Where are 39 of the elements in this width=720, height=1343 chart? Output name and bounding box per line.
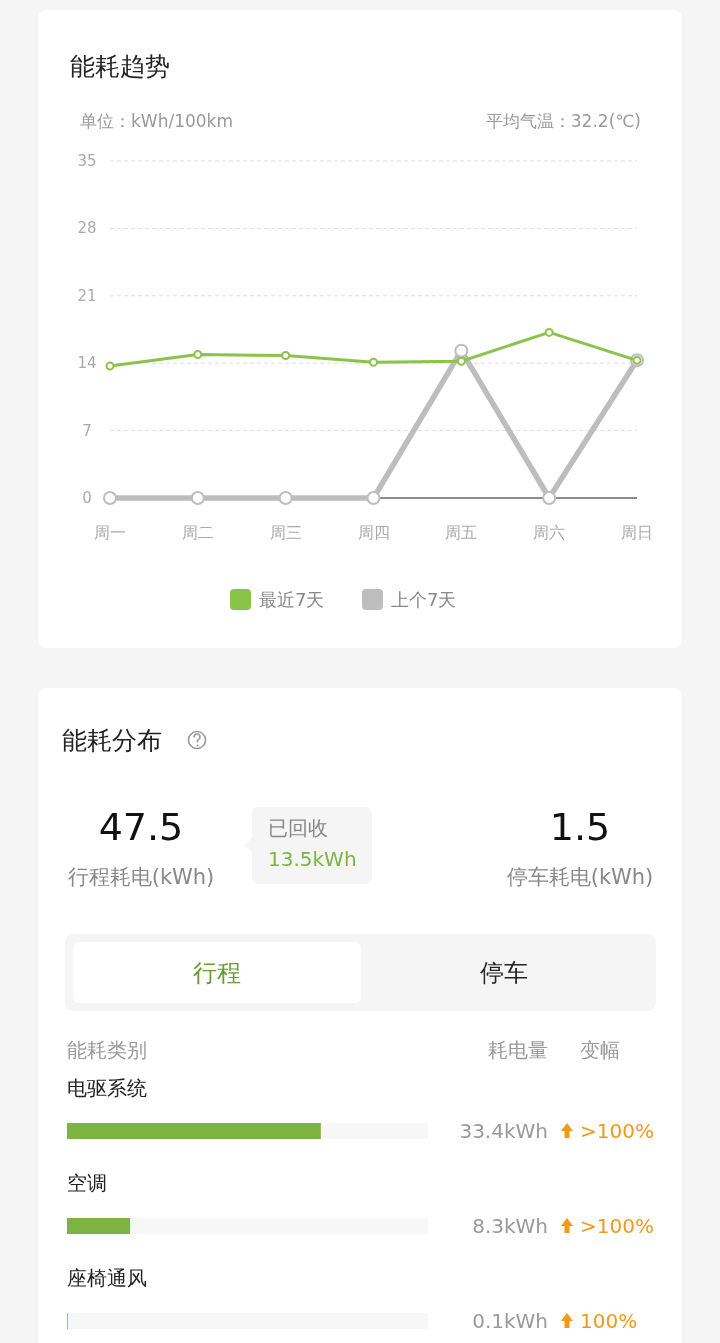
y-tick-label: 座椅通风 — [67, 1266, 147, 1290]
x-tick-label: 周日 — [621, 523, 653, 542]
annotation: 能耗类别 — [67, 1038, 147, 1062]
text: 已回收 — [268, 816, 328, 840]
x-tick-label: 周四 — [357, 523, 390, 542]
text: >100% — [580, 1119, 654, 1143]
text: 能耗分布 — [62, 726, 162, 755]
text: 停车耗电(kWh) — [506, 865, 654, 889]
text: 100% — [580, 1309, 638, 1333]
text: 1.5 — [549, 805, 611, 849]
text: >100% — [580, 1214, 654, 1238]
legend-label: 上个7天 — [391, 589, 457, 610]
x-tick-label: 周五 — [445, 523, 478, 542]
y-tick-label: 空调 — [67, 1171, 107, 1195]
data-label: 33.4kWh — [459, 1119, 548, 1143]
text: 47.5 — [98, 805, 184, 849]
x-tick-label: 周二 — [181, 523, 214, 542]
text: 耗电量 — [488, 1038, 548, 1062]
text: 平均气温：32.2(℃) — [485, 111, 641, 131]
text: 13.5kWh — [268, 847, 357, 871]
y-tick-label: 14 — [77, 354, 97, 373]
text: 行程 — [193, 959, 241, 987]
data-label: 0.1kWh — [472, 1309, 548, 1333]
y-tick-label: 电驱系统 — [67, 1076, 147, 1100]
y-tick-label: 28 — [77, 219, 97, 238]
x-tick-label: 周三 — [269, 523, 302, 542]
y-tick-label: 0 — [82, 489, 92, 507]
y-tick-label: 21 — [77, 286, 97, 305]
text: 停车 — [480, 959, 528, 987]
y-tick-label: 35 — [77, 152, 97, 170]
text: 行程耗电(kWh) — [67, 865, 215, 889]
chart-subtitle: 单位：kWh/100km — [80, 111, 234, 131]
data-label: 8.3kWh — [472, 1214, 548, 1238]
text: 变幅 — [580, 1038, 620, 1062]
x-tick-label: 周一 — [94, 523, 126, 542]
legend-label: 最近7天 — [259, 589, 325, 610]
x-tick-label: 周六 — [533, 523, 566, 542]
chart-title: 能耗趋势 — [70, 52, 170, 81]
y-tick-label: 7 — [82, 421, 92, 440]
